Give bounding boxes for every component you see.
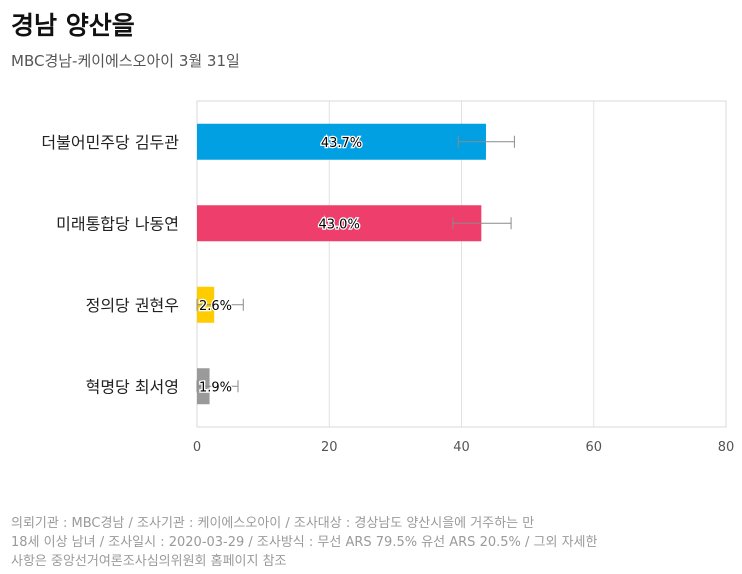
x-tick-label: 20 bbox=[321, 440, 338, 455]
category-label: 정의당 권현우 bbox=[86, 296, 179, 315]
category-label: 더불어민주당 김두관 bbox=[41, 133, 179, 152]
value-label: 1.9% bbox=[199, 380, 232, 395]
value-label: 2.6% bbox=[199, 299, 232, 314]
category-label: 미래통합당 나동연 bbox=[56, 214, 179, 233]
x-tick-label: 60 bbox=[585, 440, 602, 455]
survey-footnote: 의뢰기관 : MBC경남 / 조사기관 : 케이에스오아이 / 조사대상 : 경… bbox=[11, 514, 711, 571]
label-layer: 0 20 40 60 80 더불어민주당 김두관 43.7% 미래통합당 나동연 43.0% 정의… bbox=[41, 133, 734, 455]
category-label: 혁명당 최서영 bbox=[86, 377, 179, 396]
chart-subtitle: MBC경남-케이에스오아이 3월 31일 bbox=[11, 52, 240, 70]
footnote-line: 의뢰기관 : MBC경남 / 조사기관 : 케이에스오아이 / 조사대상 : 경… bbox=[11, 516, 535, 531]
bar-chart: 0 20 40 60 80 더불어민주당 김두관 43.7% 미래통합당 나동연 43.0% 정의… bbox=[41, 100, 734, 455]
value-label: 43.0% bbox=[319, 217, 360, 232]
bar bbox=[197, 123, 486, 160]
bar bbox=[197, 205, 482, 242]
bar-layer bbox=[196, 123, 515, 405]
plot-frame bbox=[196, 100, 727, 428]
x-tick-label: 80 bbox=[718, 440, 735, 455]
footnote-line: 18세 이상 남녀 / 조사일시 : 2020-03-29 / 조사방식 : 무… bbox=[11, 535, 598, 550]
x-tick-label: 40 bbox=[453, 440, 470, 455]
chart-title: 경남 양산을 bbox=[11, 11, 135, 40]
value-label: 43.7% bbox=[321, 136, 362, 151]
footnote-line: 사항은 중앙선거여론조사심의위원회 홈페이지 참조 bbox=[11, 554, 287, 569]
x-tick-label: 0 bbox=[193, 440, 201, 455]
